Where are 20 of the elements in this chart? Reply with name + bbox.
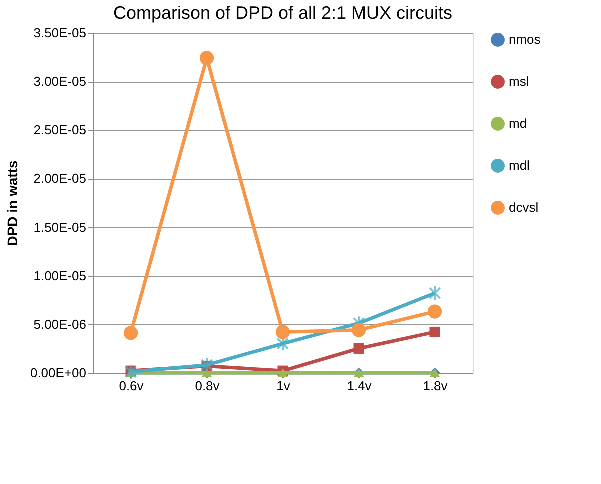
x-tick-label: 1.8v bbox=[423, 378, 448, 394]
x-tick-label: 1.4v bbox=[347, 378, 372, 394]
legend-label: msl bbox=[509, 74, 530, 89]
legend-label: md bbox=[509, 116, 528, 131]
legend-label: mdl bbox=[509, 158, 530, 173]
x-tick-label: 0.6v bbox=[119, 378, 144, 394]
legend-label: dcvsl bbox=[509, 200, 539, 215]
y-axis-title: DPD in watts bbox=[4, 160, 20, 246]
y-tick-label: 2.00E-05 bbox=[34, 171, 86, 186]
legend-label: nmos bbox=[509, 32, 542, 47]
y-tick-label: 3.00E-05 bbox=[34, 74, 86, 90]
x-tick-label: 0.8v bbox=[195, 378, 220, 394]
y-tick-label: 1.50E-05 bbox=[34, 220, 86, 235]
y-tick-label: 5.00E-06 bbox=[34, 316, 86, 332]
y-tick-label: 1.00E-05 bbox=[34, 268, 86, 284]
y-tick-label: 0.00E+00 bbox=[30, 366, 86, 380]
y-tick-label: 2.50E-05 bbox=[34, 122, 86, 138]
y-tick-label: 3.50E-05 bbox=[34, 26, 86, 40]
x-tick-label: 1v bbox=[276, 378, 291, 394]
chart-title: Comparison of DPD of all 2:1 MUX circuits bbox=[113, 3, 453, 23]
